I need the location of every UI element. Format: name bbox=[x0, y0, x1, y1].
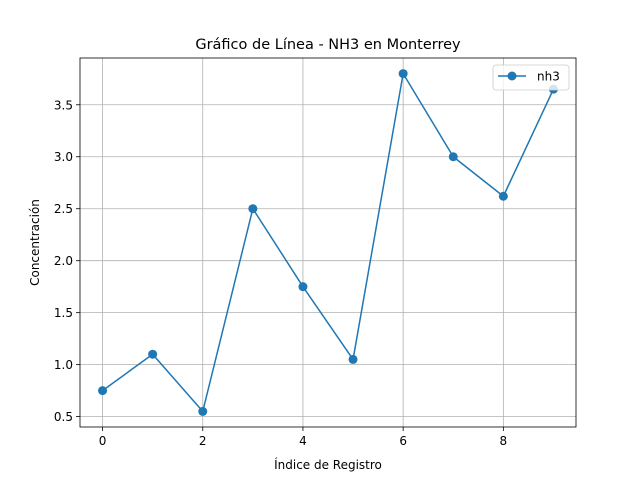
data-point bbox=[248, 204, 258, 214]
y-tick-label: 3.5 bbox=[54, 98, 73, 112]
data-point bbox=[498, 191, 508, 201]
x-tick-label: 0 bbox=[99, 434, 107, 448]
y-tick-label: 3.0 bbox=[54, 150, 73, 164]
x-tick-label: 4 bbox=[299, 434, 307, 448]
y-tick-label: 2.0 bbox=[54, 254, 73, 268]
ticks: 0 2 4 6 8 0.5 1.0 1.5 2.0 2.5 3.0 3.5 bbox=[54, 98, 507, 448]
y-tick-label: 0.5 bbox=[54, 410, 73, 424]
y-tick-label: 1.0 bbox=[54, 358, 73, 372]
x-tick-label: 8 bbox=[500, 434, 508, 448]
legend: nh3 bbox=[492, 64, 570, 91]
data-point bbox=[348, 354, 358, 364]
data-point bbox=[148, 349, 158, 359]
chart-title: Gráfico de Línea - NH3 en Monterrey bbox=[195, 37, 461, 53]
y-tick-label: 1.5 bbox=[54, 306, 73, 320]
x-axis-label: Índice de Registro bbox=[274, 457, 382, 472]
plot-frame bbox=[79, 57, 577, 428]
legend-label-nh3: nh3 bbox=[537, 70, 560, 84]
series-layer bbox=[98, 69, 558, 416]
grid bbox=[80, 58, 576, 427]
data-point bbox=[398, 69, 408, 79]
y-axis-label: Concentración bbox=[28, 199, 42, 286]
data-point bbox=[448, 152, 458, 162]
x-tick-label: 6 bbox=[399, 434, 407, 448]
y-tick-label: 2.5 bbox=[54, 202, 73, 216]
series-line-nh3 bbox=[102, 72, 555, 413]
data-point bbox=[298, 282, 308, 292]
legend-marker-nh3 bbox=[507, 71, 517, 81]
data-point bbox=[198, 406, 208, 416]
legend-box bbox=[492, 64, 570, 91]
x-tick-label: 2 bbox=[199, 434, 207, 448]
data-point bbox=[98, 386, 108, 396]
